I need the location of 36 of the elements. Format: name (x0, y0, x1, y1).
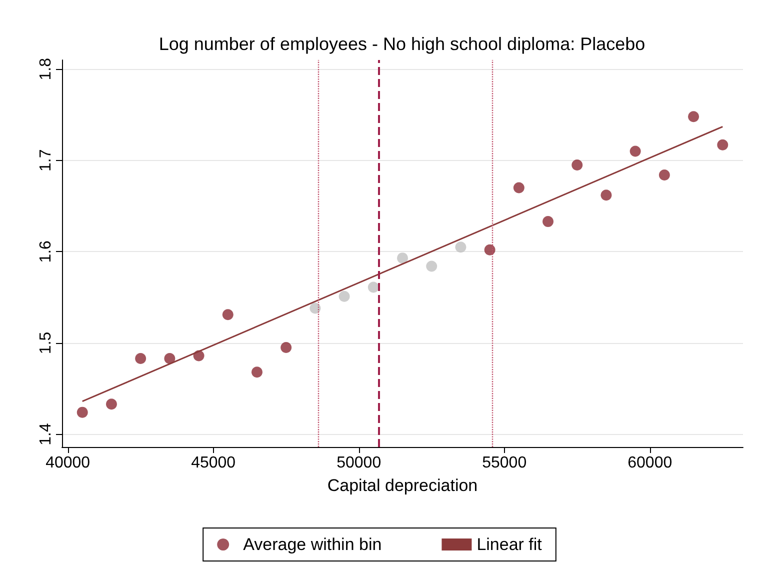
point (600, 190, 612, 201)
y-tick-label: 1.6 (38, 240, 54, 263)
point (76, 406, 88, 418)
x-tick-label: 55000 (482, 454, 527, 472)
point (484, 244, 496, 256)
point (338, 290, 350, 302)
x-axis-title: Capital depreciation (327, 476, 478, 495)
x-tick-label: 60000 (628, 454, 672, 472)
point (368, 282, 379, 293)
point (310, 302, 321, 314)
chart-title: Log number of employees - No high school diploma: Placebo (158, 34, 646, 54)
y-tick-label: 1.7 (38, 149, 54, 172)
legend-label: Average within bin (243, 535, 382, 554)
y-tick-label: 1.5 (38, 332, 54, 354)
point (688, 111, 700, 122)
point (455, 242, 466, 253)
point (572, 159, 583, 170)
legend-label: Linear fit (476, 535, 542, 554)
point (717, 139, 728, 150)
point (252, 366, 262, 378)
point (222, 309, 234, 320)
y-tick-label: 1.8 (38, 58, 54, 80)
point (164, 352, 176, 364)
point (280, 342, 292, 354)
x-tick-label: 45000 (191, 454, 236, 472)
point (397, 252, 408, 264)
point (513, 182, 524, 194)
point (542, 216, 554, 228)
point (630, 146, 641, 157)
y-tick-label: 1.4 (38, 423, 54, 446)
point (426, 260, 438, 272)
point (658, 170, 670, 180)
point (106, 398, 117, 410)
point (135, 352, 146, 364)
x-tick-label: 50000 (336, 454, 382, 472)
x-tick-label: 40000 (46, 454, 90, 472)
